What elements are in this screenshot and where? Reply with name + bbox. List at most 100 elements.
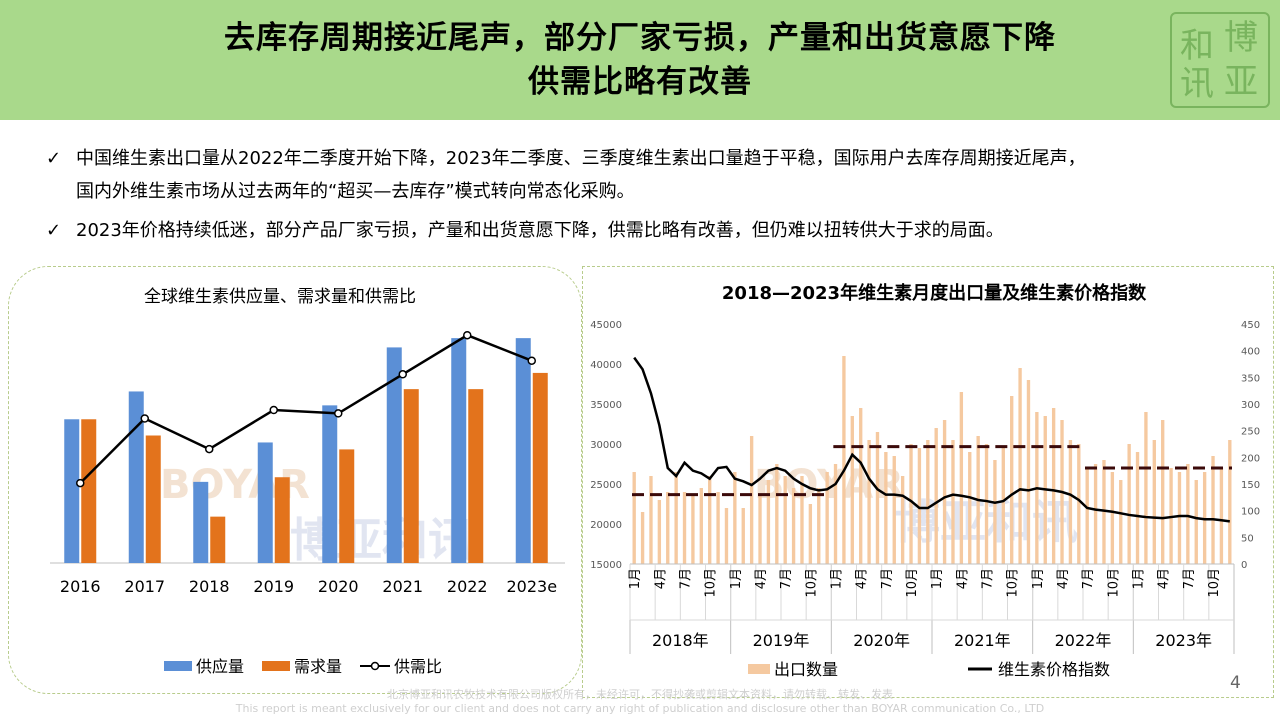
page-title: 去库存周期接近尾声，部分厂家亏损，产量和出货意愿下降 供需比略有改善 — [0, 16, 1280, 104]
demand-bar — [339, 449, 355, 563]
export-bar — [875, 432, 880, 564]
month-label: 10月 — [704, 568, 719, 598]
export-bar — [1102, 460, 1106, 564]
watermark-name: 博亚和讯 — [290, 513, 474, 567]
x-tick-label: 2022 — [447, 577, 488, 596]
month-label: 1月 — [930, 568, 945, 589]
legend-supply-swatch — [164, 661, 192, 671]
right-axis-tick: 300 — [1241, 400, 1260, 411]
legend-demand-swatch — [262, 661, 290, 671]
right-axis-tick: 450 — [1241, 320, 1260, 331]
supply-bar — [64, 419, 80, 563]
supply-bar — [451, 338, 467, 563]
seal-char-1: 博 — [1224, 18, 1258, 58]
seal-char-4: 讯 — [1180, 64, 1214, 104]
export-bar — [749, 436, 754, 564]
x-tick-label: 2017 — [124, 577, 165, 596]
left-axis-tick: 45000 — [590, 320, 622, 331]
export-bar — [708, 476, 712, 564]
export-bar — [833, 464, 838, 564]
legend-demand: 需求量 — [294, 657, 342, 676]
left-chart-panel — [8, 266, 582, 694]
seal-char-2: 亚 — [1224, 62, 1258, 102]
month-label: 7月 — [1182, 568, 1197, 589]
left-axis-tick: 40000 — [590, 360, 622, 371]
export-bar — [909, 444, 913, 564]
left-axis-tick: 15000 — [590, 560, 622, 571]
export-bar — [1186, 464, 1190, 564]
export-bar — [1010, 396, 1014, 564]
right-axis-tick: 200 — [1241, 453, 1260, 464]
export-bar — [1177, 472, 1182, 564]
export-bar — [850, 416, 854, 564]
title-line-2: 供需比略有改善 — [528, 64, 752, 100]
export-bar — [959, 392, 964, 564]
chart2-title: 2018—2023年维生素月度出口量及维生素价格指数 — [722, 282, 1147, 304]
demand-bar — [468, 389, 484, 563]
export-price-chart: BOYAR 博亚和讯 2018—2023年维生素月度出口量及维生素价格指数 15… — [590, 282, 1260, 679]
demand-bar — [81, 419, 97, 563]
export-bar — [968, 452, 972, 564]
month-label: 1月 — [1031, 568, 1046, 589]
right-axis-tick: 0 — [1241, 560, 1247, 571]
year-label: 2021年 — [954, 631, 1011, 650]
x-tick-label: 2019 — [253, 577, 294, 596]
export-bar — [800, 476, 804, 564]
export-bar — [984, 444, 989, 564]
chart1-title: 全球维生素供应量、需求量和供需比 — [144, 287, 416, 307]
x-tick-label: 2021 — [382, 577, 423, 596]
demand-bar — [210, 516, 226, 563]
export-bar — [842, 356, 846, 564]
month-label: 10月 — [804, 568, 819, 598]
export-bar — [926, 440, 930, 564]
supply-bar — [386, 347, 402, 563]
export-bar — [632, 472, 636, 564]
export-bar — [741, 508, 745, 564]
left-axis-tick: 20000 — [590, 520, 622, 531]
legend-supply: 供应量 — [196, 657, 244, 676]
export-bar — [825, 472, 829, 564]
export-bar — [1135, 452, 1140, 564]
export-bar — [892, 456, 896, 564]
month-label: 7月 — [880, 568, 895, 589]
supply-bar — [193, 481, 209, 563]
export-bar — [1051, 408, 1056, 564]
supply-bar — [128, 391, 144, 563]
export-bar — [951, 440, 955, 564]
export-bar — [657, 500, 662, 564]
export-bar — [649, 476, 653, 564]
bullet-text: 2023年价格持续低迷，部分产品厂家亏损，产量和出货意愿下降，供需比略有改善，但… — [76, 220, 1004, 241]
export-bar — [716, 492, 720, 564]
supply-bar — [322, 405, 338, 563]
title-banner — [0, 0, 1280, 120]
right-chart-panel — [582, 266, 1274, 698]
month-label: 10月 — [1106, 568, 1121, 598]
export-bar — [1068, 440, 1073, 564]
export-bar — [859, 408, 863, 564]
legend-price: 维生素价格指数 — [998, 660, 1110, 679]
month-label: 4月 — [653, 568, 668, 589]
right-axis-tick: 50 — [1241, 533, 1254, 544]
export-bar — [699, 488, 703, 564]
seal-char-3: 和 — [1180, 26, 1214, 66]
export-bar — [1026, 380, 1031, 564]
month-label: 4月 — [1056, 568, 1071, 589]
left-axis-tick: 35000 — [590, 400, 622, 411]
year-label: 2018年 — [652, 631, 709, 650]
export-bar — [766, 480, 771, 564]
ratio-point — [76, 478, 85, 488]
export-bar — [1119, 480, 1123, 564]
month-label: 1月 — [628, 568, 643, 589]
export-bar — [775, 464, 779, 564]
supply-bar — [257, 442, 273, 563]
legend-ratio-marker — [370, 661, 380, 671]
x-tick-label: 2018 — [189, 577, 230, 596]
export-bar — [808, 504, 813, 564]
export-bar — [733, 472, 737, 564]
export-bar — [1093, 464, 1098, 564]
right-axis-tick: 250 — [1241, 427, 1260, 438]
export-bar — [884, 452, 888, 564]
month-label: 1月 — [1132, 568, 1147, 589]
left-axis-tick: 25000 — [590, 480, 622, 491]
export-bar — [1085, 468, 1089, 564]
